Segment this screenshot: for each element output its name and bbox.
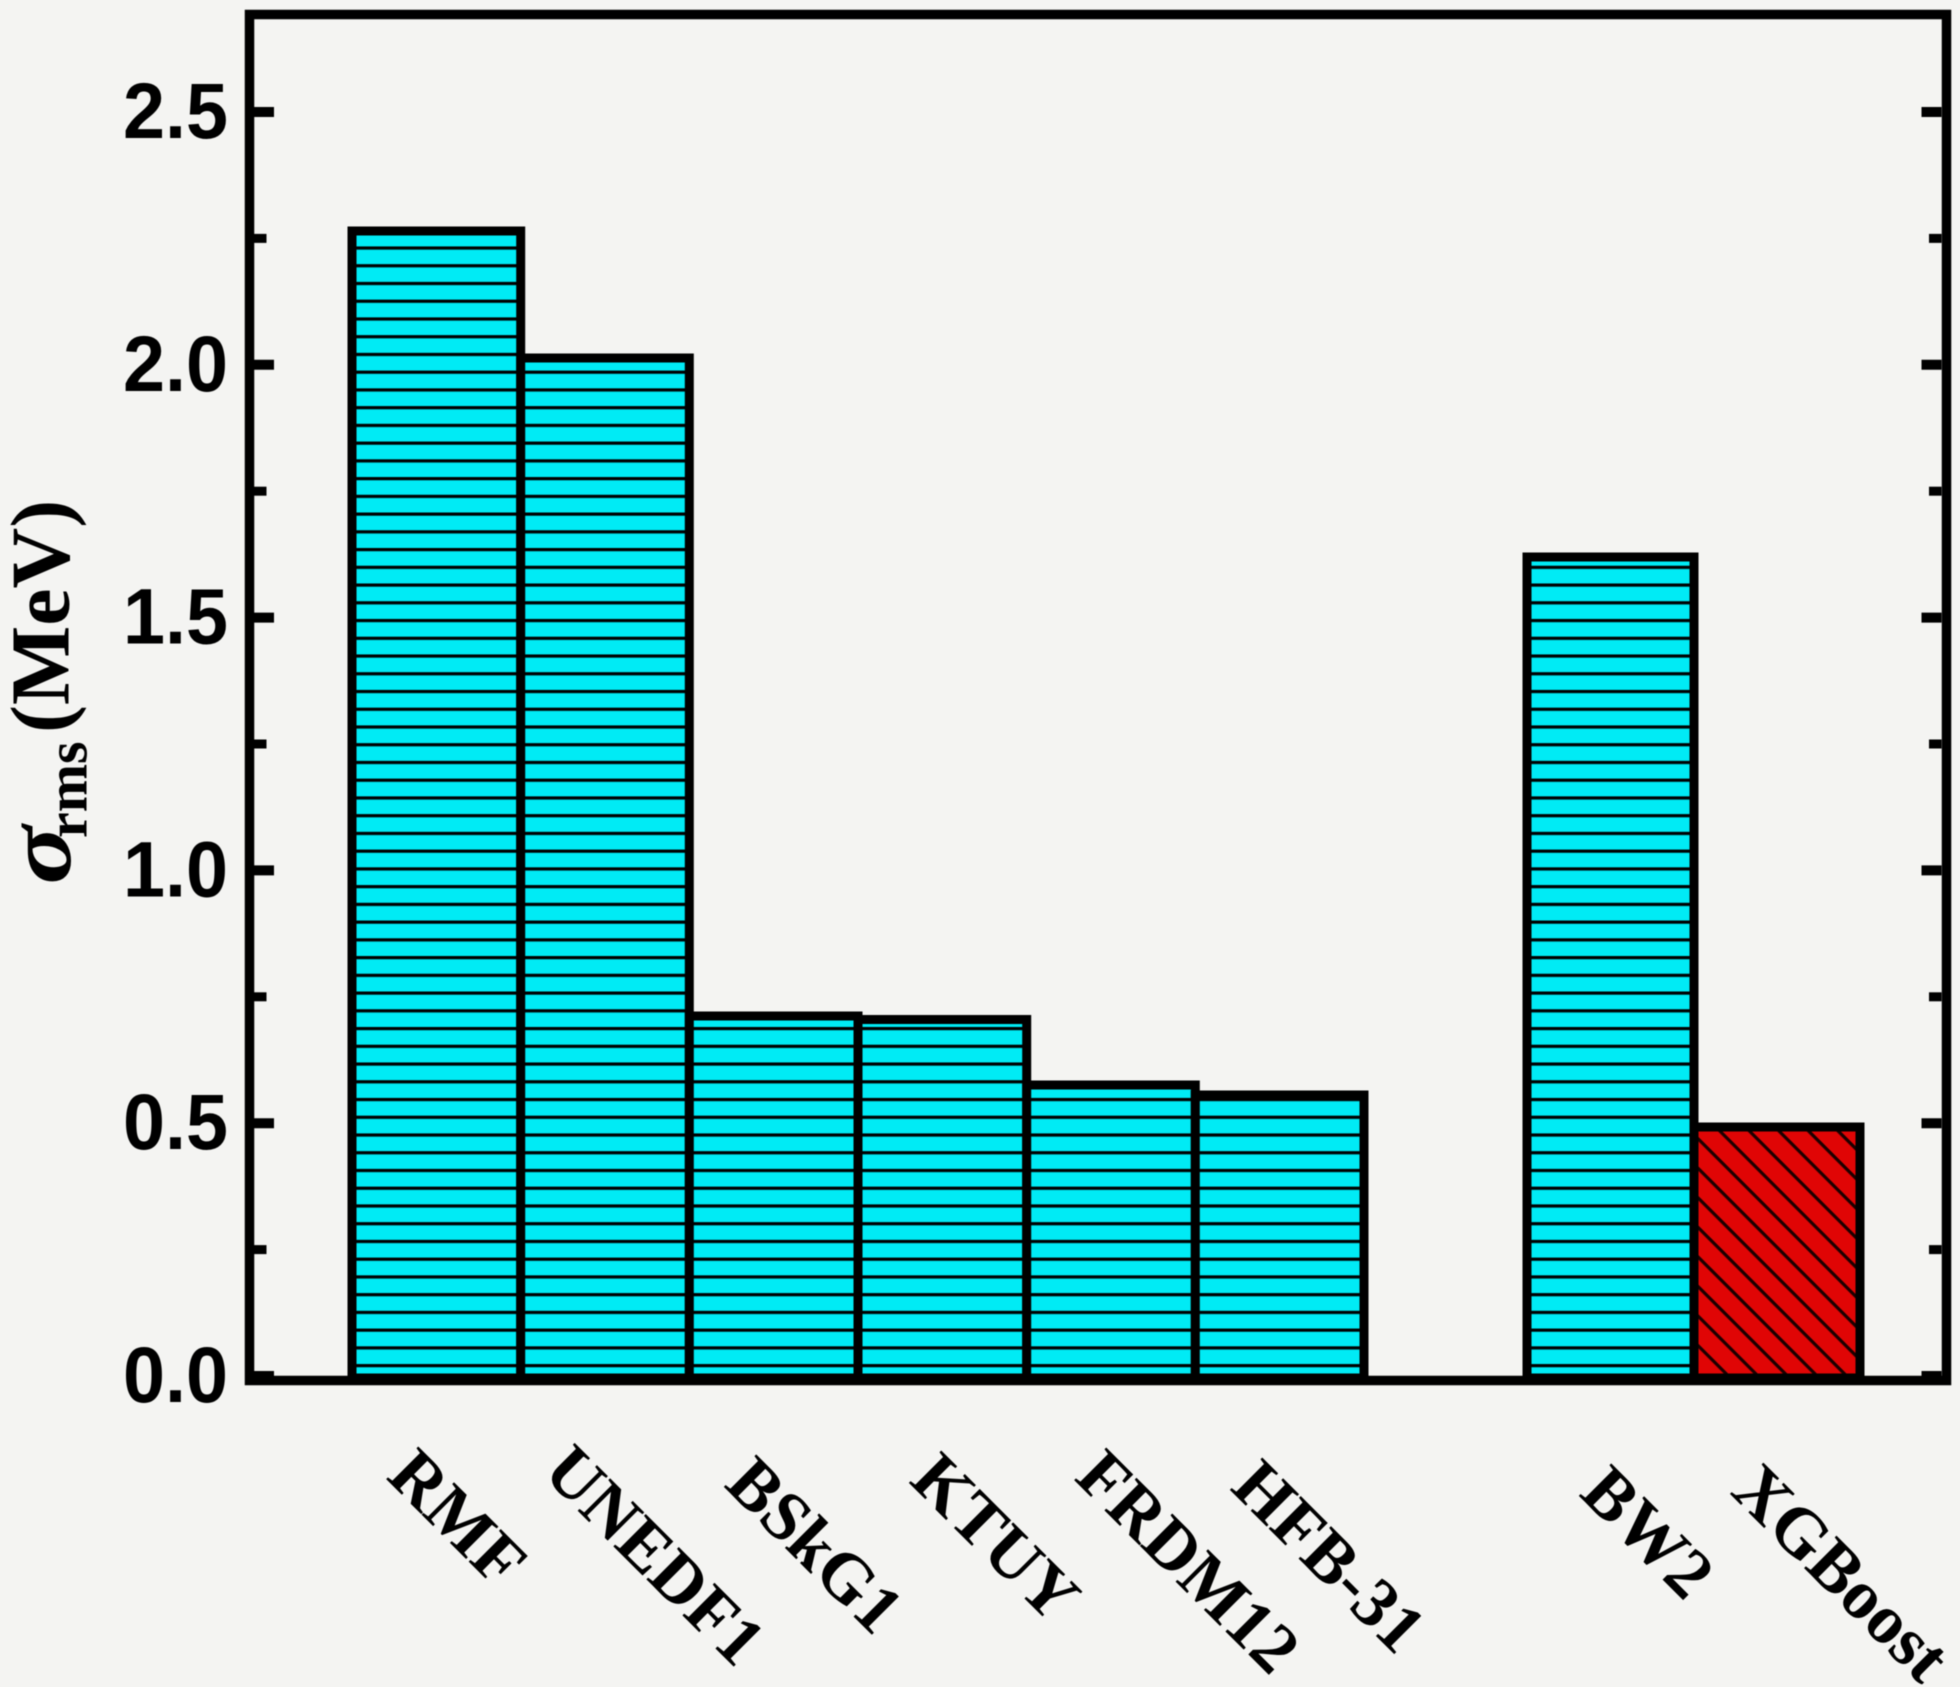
- svg-text:(MeV): (MeV): [0, 500, 88, 733]
- svg-text:1.5: 1.5: [123, 572, 228, 661]
- svg-text:2.5: 2.5: [123, 66, 228, 155]
- svg-text:σ: σ: [0, 823, 90, 885]
- svg-text:1.0: 1.0: [123, 824, 228, 913]
- svg-text:0.0: 0.0: [123, 1330, 228, 1419]
- svg-text:rms: rms: [35, 741, 100, 838]
- svg-text:2.0: 2.0: [123, 319, 228, 408]
- svg-text:0.5: 0.5: [123, 1077, 228, 1166]
